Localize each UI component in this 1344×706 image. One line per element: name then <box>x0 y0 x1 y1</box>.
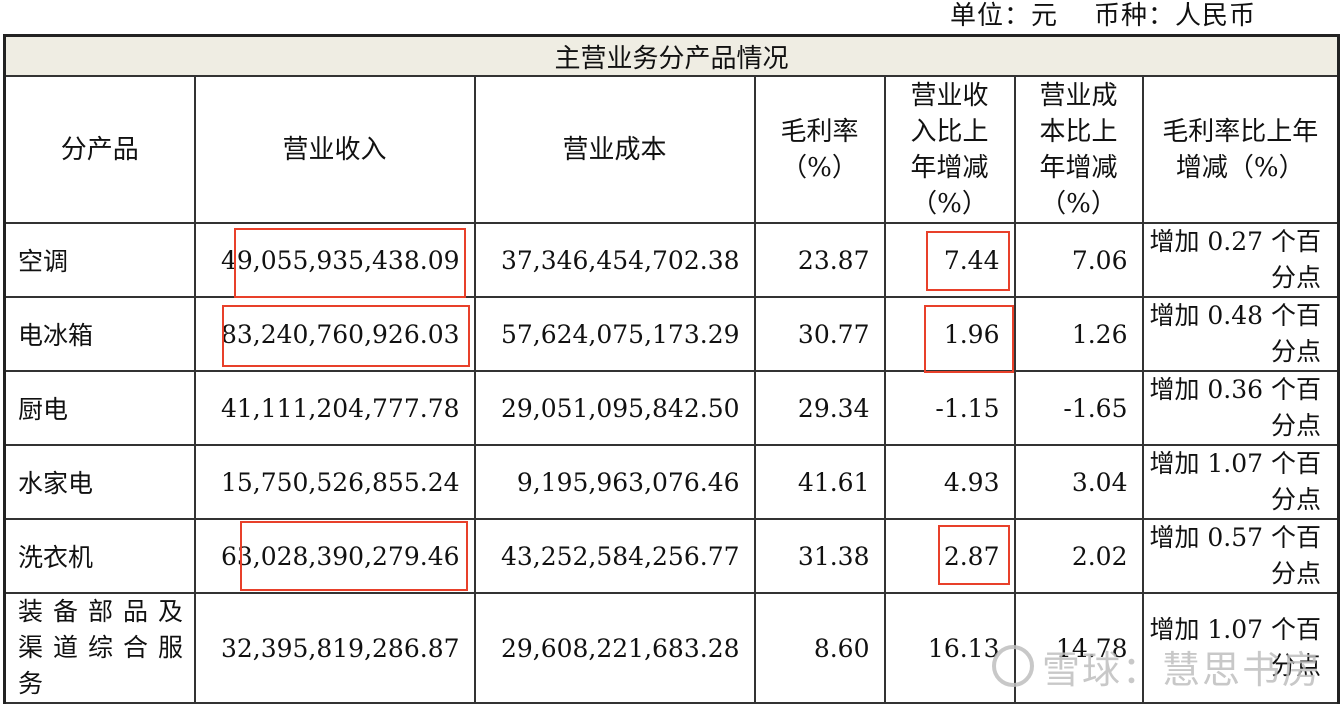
header-product: 分产品 <box>3 75 196 224</box>
cost-cell: 29,051,095,842.50 <box>473 370 756 446</box>
revenue-cell: 63,028,390,279.46 <box>193 518 476 594</box>
cost-cell: 37,346,454,702.38 <box>473 222 756 298</box>
snowball-logo-icon <box>991 645 1034 687</box>
product-name: 空调 <box>3 222 196 298</box>
watermark: 雪球：慧思书房 <box>991 639 1322 694</box>
table-title: 主营业务分产品情况 <box>3 34 1340 77</box>
header-revenue-change: 营业收入比上年增减（%） <box>883 75 1016 224</box>
revenue-change-cell: 16.13 <box>883 592 1016 704</box>
cost-change-cell: 7.06 <box>1013 222 1144 298</box>
margin-change-cell: 增加 0.36 个百分点 <box>1141 370 1340 446</box>
revenue-cell: 83,240,760,926.03 <box>193 296 476 372</box>
watermark-text: 雪球：慧思书房 <box>1041 648 1322 692</box>
margin-change-cell: 增加 0.57 个百分点 <box>1141 518 1340 594</box>
margin-cell: 30.77 <box>753 296 886 372</box>
table-row: 水家电 15,750,526,855.24 9,195,963,076.46 4… <box>3 444 1340 520</box>
revenue-cell: 41,111,204,777.78 <box>193 370 476 446</box>
cost-cell: 43,252,584,256.77 <box>473 518 756 594</box>
header-cost: 营业成本 <box>473 75 756 224</box>
revenue-change-cell: 1.96 <box>883 296 1016 372</box>
table-row: 厨电 41,111,204,777.78 29,051,095,842.50 2… <box>3 370 1340 446</box>
header-cost-change: 营业成本比上年增减（%） <box>1013 75 1144 224</box>
header-margin-change: 毛利率比上年增减（%） <box>1141 75 1340 224</box>
revenue-change-cell: 2.87 <box>883 518 1016 594</box>
product-name: 洗衣机 <box>3 518 196 594</box>
margin-cell: 31.38 <box>753 518 886 594</box>
cost-change-cell: -1.65 <box>1013 370 1144 446</box>
margin-change-cell: 增加 1.07 个百分点 <box>1141 592 1340 704</box>
margin-change-cell: 增加 1.07 个百分点 <box>1141 444 1340 520</box>
margin-change-cell: 增加 0.27 个百分点 <box>1141 222 1340 298</box>
product-name: 水家电 <box>3 444 196 520</box>
table-row: 洗衣机 63,028,390,279.46 43,252,584,256.77 … <box>3 518 1340 594</box>
product-name: 厨电 <box>3 370 196 446</box>
cost-change-cell: 3.04 <box>1013 444 1144 520</box>
product-name: 电冰箱 <box>3 296 196 372</box>
unit-label: 单位：元 <box>949 1 1058 31</box>
cost-change-cell: 1.26 <box>1013 296 1144 372</box>
cost-cell: 29,608,221,683.28 <box>473 592 756 704</box>
margin-cell: 41.61 <box>753 444 886 520</box>
revenue-cell: 15,750,526,855.24 <box>193 444 476 520</box>
revenue-change-cell: 4.93 <box>883 444 1016 520</box>
revenue-change-cell: -1.15 <box>883 370 1016 446</box>
margin-change-cell: 增加 0.48 个百分点 <box>1141 296 1340 372</box>
product-name: 装备部品及渠道综合服务 <box>3 592 196 704</box>
header-revenue: 营业收入 <box>193 75 476 224</box>
table-row: 电冰箱 83,240,760,926.03 57,624,075,173.29 … <box>3 296 1340 372</box>
cost-change-cell: 14.78 <box>1013 592 1144 704</box>
margin-cell: 23.87 <box>753 222 886 298</box>
product-revenue-table: 主营业务分产品情况 分产品 营业收入 营业成本 毛利率（%） 营业收入比上年增减… <box>3 34 1340 704</box>
unit-currency-line: 单位：元 币种：人民币 <box>950 0 1256 32</box>
cost-cell: 57,624,075,173.29 <box>473 296 756 372</box>
currency-label: 币种：人民币 <box>1093 1 1256 31</box>
table-row: 空调 49,055,935,438.09 37,346,454,702.38 2… <box>3 222 1340 298</box>
cost-change-cell: 2.02 <box>1013 518 1144 594</box>
cost-cell: 9,195,963,076.46 <box>473 444 756 520</box>
margin-cell: 29.34 <box>753 370 886 446</box>
revenue-change-cell: 7.44 <box>883 222 1016 298</box>
revenue-cell: 49,055,935,438.09 <box>193 222 476 298</box>
margin-cell: 8.60 <box>753 592 886 704</box>
table-row: 装备部品及渠道综合服务 32,395,819,286.87 29,608,221… <box>3 592 1340 704</box>
revenue-cell: 32,395,819,286.87 <box>193 592 476 704</box>
header-margin: 毛利率（%） <box>753 75 886 224</box>
